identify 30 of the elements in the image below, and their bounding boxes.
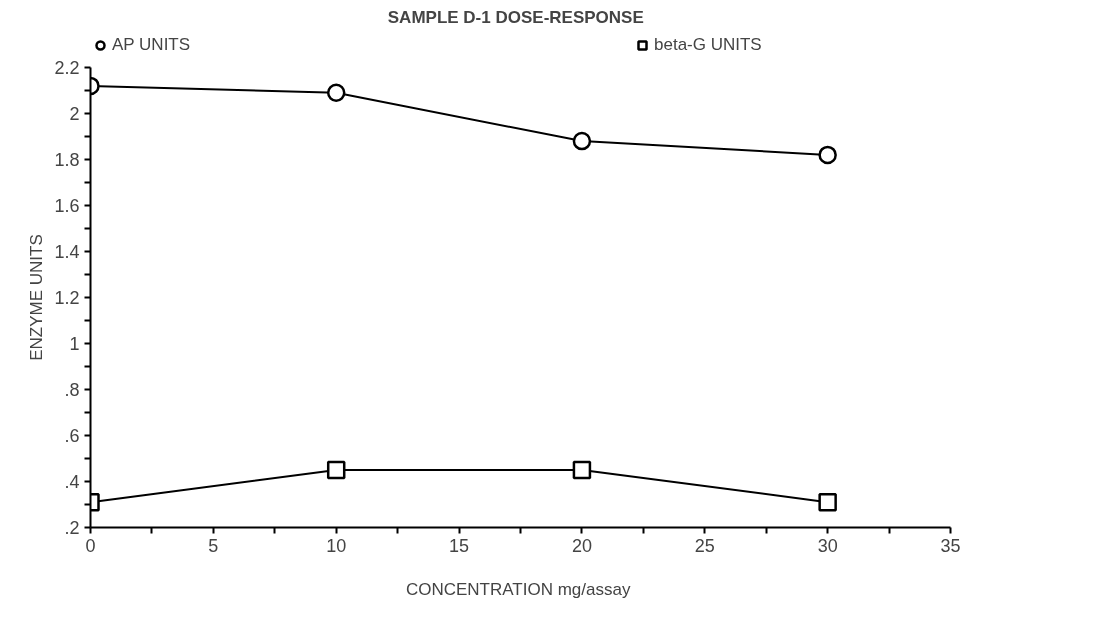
y-axis-title: ENZYME UNITS [27,234,47,361]
chart-title: SAMPLE D-1 DOSE-RESPONSE [387,7,644,27]
x-tick-label: 20 [571,535,592,556]
x-tick-label: 0 [85,535,96,556]
x-tick-label: 10 [326,535,347,556]
x-axis-title: CONCENTRATION mg/assay [405,579,631,599]
y-tick-label: 1.8 [54,150,80,170]
legend-label: beta-G UNITS [654,35,763,55]
y-tick-label: 2 [69,104,80,124]
point [326,460,346,480]
y-tick-label: 2.2 [54,58,80,78]
point [572,131,592,151]
x-tick-label: 35 [940,535,961,556]
point [326,83,346,103]
point [818,145,837,165]
y-tick-label: .8 [64,380,80,400]
x-tick-label: 5 [208,535,219,556]
point [818,492,837,512]
x-tick-label: 15 [449,535,470,556]
legend-label: AP UNITS [112,35,192,55]
y-tick-label: .2 [64,518,80,538]
y-tick-label: 1.4 [54,242,80,262]
x-tick-label: 30 [817,535,838,556]
y-tick-label: 1 [69,334,80,354]
y-tick-label: 1.2 [54,288,80,308]
y-tick-label: .6 [64,426,80,446]
y-tick-label: 1.6 [54,196,80,216]
point [572,460,592,480]
y-tick-label: .4 [64,472,80,492]
x-tick-label: 25 [694,535,715,556]
